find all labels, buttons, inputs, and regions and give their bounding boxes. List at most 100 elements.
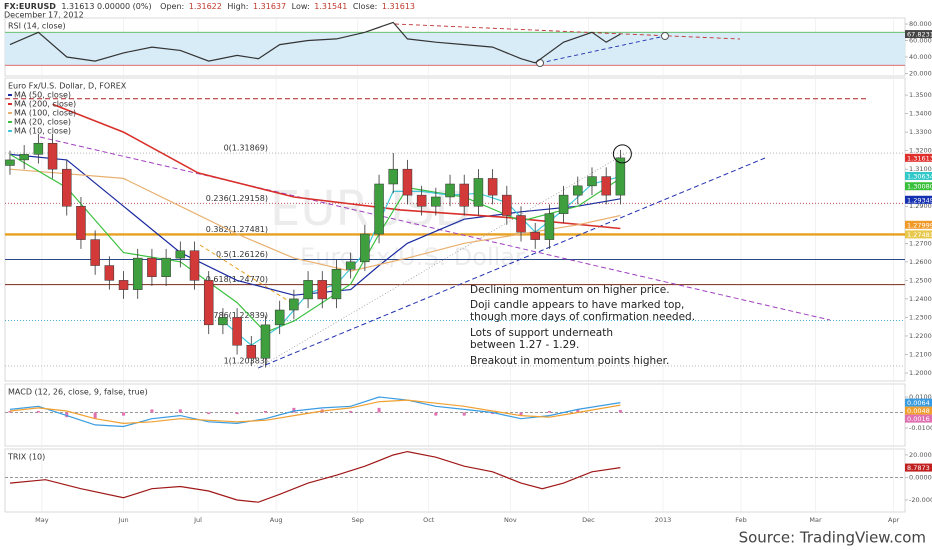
candle-body [203,280,214,326]
histogram-bar [8,410,12,413]
candle-body [147,257,157,277]
level-label: 0.236(1.29158) [206,194,268,203]
level-label: 0.382(1.27481) [206,225,268,234]
source: Source: TradingView.com [739,529,926,547]
legend-label: MA (50, close) [14,91,71,100]
y-tick-label: 1.3500 [909,91,932,99]
field-value: 1.31622 [189,2,222,11]
histogram-bar [122,412,126,416]
candle-body [445,183,455,198]
panel-title: RSI (14, close) [8,22,66,31]
field-label: Low: [292,2,310,11]
line-series [9,450,621,503]
histogram-bar [93,412,97,419]
y-tick-label: 1.3300 [909,128,932,136]
y-tick-label: 0.0100 [909,393,932,401]
candle-body [303,280,313,300]
candle-body [487,178,498,196]
candle-body [232,317,242,346]
histogram-bar [576,409,580,413]
histogram-bar [349,410,353,413]
field-value: 1.31541 [314,2,347,11]
x-tick-label: Sep [352,516,364,524]
y-tick-label: 1.2000 [909,369,932,377]
candle-body [388,168,398,185]
symbol: FX:EURUSD [4,2,56,11]
band [5,32,905,66]
panel-title: TRIX (10) [7,453,45,462]
annotation: Breakout in momentum points higher. [470,355,669,367]
candle-body [615,157,626,196]
histogram-bar [263,410,267,413]
candle-body [459,183,469,207]
candle-body [189,250,200,281]
trendline [257,151,629,369]
x-tick-label: Nov [504,516,517,524]
y-tick-label: 1.2400 [909,295,932,303]
y-tick-label: 1.3200 [909,147,932,155]
header-line: FX:EURUSD 1.31613 0.00000 (0%) Open: 1.3… [4,2,415,11]
candle-body [473,178,484,207]
price-box [905,182,932,191]
y-tick-label: 20.0000 [909,451,932,459]
price-box [905,195,932,204]
trendline [394,23,741,40]
panel-frame [4,448,906,513]
price-box [905,153,932,162]
histogram-bar [178,409,182,413]
candle-body [402,168,413,196]
trendline [39,136,831,321]
candle-body [331,269,342,300]
price-box-label: 0.0064 [907,399,930,407]
price-box-label: 8.7873 [907,464,930,472]
candle-body [104,265,115,281]
candle-body [374,183,384,235]
quote: 1.31613 0.00000 (0%) [61,2,151,11]
x-tick-label: Mar [809,516,822,524]
histogram-bar [377,407,381,413]
candle-body [5,159,15,166]
price-box [905,414,932,423]
histogram-bar [207,412,211,415]
candle-body [587,176,597,187]
legend-label: MA (20, close) [14,118,71,127]
line-series [9,396,621,428]
y-tick-label: 1.2200 [909,332,932,340]
level-label: 0.5(1.26126) [216,250,268,259]
histogram-bar [65,412,69,418]
annotation: though more days of confirmation needed. [470,311,695,323]
legend-label: MA (100, close) [14,109,76,118]
price-box [905,171,932,180]
line-series [9,21,621,64]
panel-frame [4,77,906,382]
field-label: Open: [160,2,184,11]
price-box [905,398,932,407]
x-tick-label: Oct [423,516,435,524]
candle-body [317,280,328,300]
candle-body [289,298,299,311]
price-box [905,230,932,239]
candle-body [118,280,129,290]
price-box-label: 1.29349 [907,196,932,204]
candle-body [47,142,58,170]
panel-title: Euro Fx/U.S. Dollar, D, FOREX [8,82,127,91]
field-value: 1.31613 [382,2,415,11]
candle-body [601,176,611,196]
y-tick-label: 1.3100 [909,165,932,173]
candle-body [360,233,370,263]
histogram-bar [491,412,495,415]
y-tick-label: 1.2100 [909,350,932,358]
candle-body [161,257,171,277]
candle-body [132,257,143,290]
histogram-bar [547,410,551,413]
annotation: Declining momentum on higher price. [470,284,670,296]
y-tick-label: 1.2700 [909,239,932,247]
candle-body [19,154,29,161]
y-tick-label: 1.2600 [909,258,932,266]
candle-body [90,239,100,266]
field-value: 1.31637 [253,2,286,11]
legend-label: MA (10, close) [14,127,71,136]
candle-body [558,194,569,214]
candle-body [345,261,356,270]
